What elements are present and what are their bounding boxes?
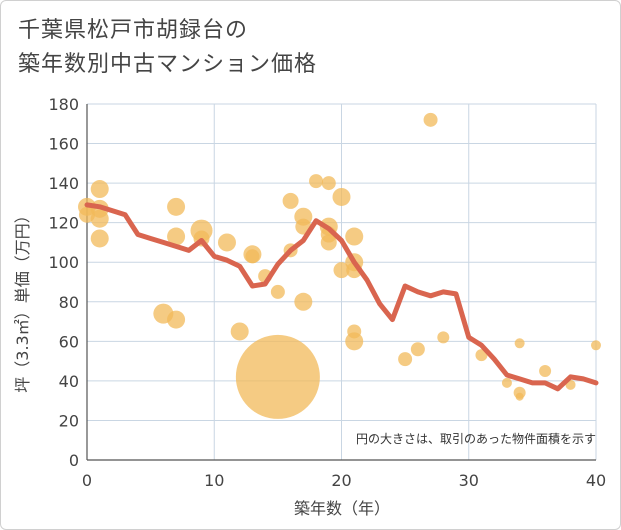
data-bubble — [235, 334, 320, 419]
data-bubble — [217, 233, 236, 252]
data-bubble — [332, 187, 351, 206]
data-bubble — [167, 227, 186, 246]
data-bubble — [230, 322, 249, 341]
chart-title: 千葉県松戸市胡録台の 築年数別中古マンション価格 — [18, 14, 317, 82]
y-tick-label: 20 — [59, 411, 79, 430]
y-axis-label: 坪（3.3㎡）単価（万円） — [13, 207, 32, 392]
chart-title-line2: 築年数別中古マンション価格 — [18, 52, 318, 77]
data-bubble — [410, 342, 425, 357]
chart-title-line1: 千葉県松戸市胡録台の — [18, 18, 249, 43]
y-tick-label: 0 — [69, 451, 79, 470]
data-bubble — [167, 310, 186, 329]
y-tick-label: 180 — [48, 95, 79, 114]
data-bubble — [282, 192, 299, 209]
data-bubble — [309, 174, 324, 189]
data-bubble — [270, 284, 285, 299]
x-axis-label: 築年数（年） — [294, 499, 390, 518]
y-tick-label: 80 — [59, 293, 79, 312]
y-tick-label: 60 — [59, 332, 79, 351]
data-bubble — [320, 234, 337, 251]
data-bubble — [245, 249, 260, 264]
y-tick-label: 140 — [48, 174, 79, 193]
data-bubble — [515, 392, 524, 401]
data-bubble — [539, 365, 552, 377]
size-note: 円の大きさは、取引のあった物件面積を示す — [356, 431, 596, 446]
data-bubble — [345, 332, 364, 351]
data-bubble — [321, 176, 336, 191]
data-bubble — [398, 352, 413, 367]
x-tick-label: 20 — [331, 471, 351, 490]
y-tick-label: 120 — [48, 214, 79, 233]
trend-line — [84, 202, 599, 392]
x-tick-label: 40 — [586, 471, 606, 490]
tick-labels: 0 20 40 60 80 100 120 140 160 180 0 10 20 30 40 — [48, 95, 606, 490]
data-bubble — [90, 209, 109, 228]
data-bubble — [333, 262, 350, 279]
data-bubble — [294, 292, 313, 311]
data-bubble — [167, 197, 186, 216]
data-bubble — [345, 227, 364, 246]
y-tick-label: 160 — [48, 135, 79, 154]
x-tick-label: 10 — [204, 471, 224, 490]
data-bubble — [90, 229, 109, 248]
grid — [86, 103, 597, 461]
data-bubble — [437, 331, 450, 344]
x-tick-label: 0 — [82, 471, 92, 490]
data-bubble — [501, 377, 512, 388]
y-tick-label: 100 — [48, 253, 79, 272]
x-tick-label: 30 — [459, 471, 479, 490]
data-bubble — [591, 340, 601, 351]
data-bubble — [90, 180, 109, 199]
data-bubble — [423, 112, 438, 127]
data-bubble — [514, 338, 525, 349]
y-tick-label: 40 — [59, 372, 79, 391]
bubble-layer — [78, 112, 601, 419]
